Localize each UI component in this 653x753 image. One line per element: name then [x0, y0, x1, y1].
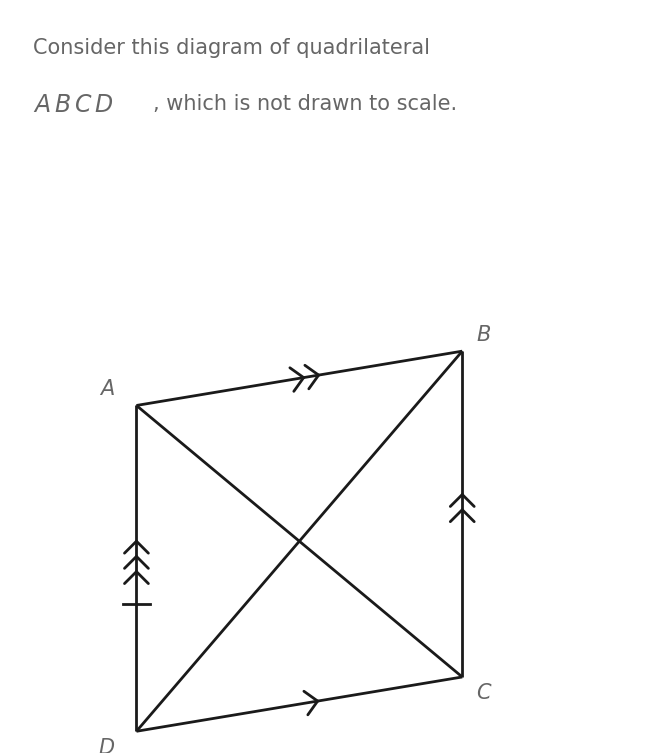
Text: $\mathit{A}\,\mathit{B}\,\mathit{C}\,\mathit{D}$: $\mathit{A}\,\mathit{B}\,\mathit{C}\,\ma…: [33, 94, 114, 117]
Text: $\mathit{B}$: $\mathit{B}$: [477, 325, 492, 345]
Text: $\mathit{A}$: $\mathit{A}$: [99, 380, 114, 399]
Text: Consider this diagram of quadrilateral: Consider this diagram of quadrilateral: [33, 38, 430, 58]
Text: $\mathit{C}$: $\mathit{C}$: [476, 683, 492, 703]
Text: , which is not drawn to scale.: , which is not drawn to scale.: [153, 94, 458, 114]
Text: $\mathit{D}$: $\mathit{D}$: [98, 738, 115, 753]
